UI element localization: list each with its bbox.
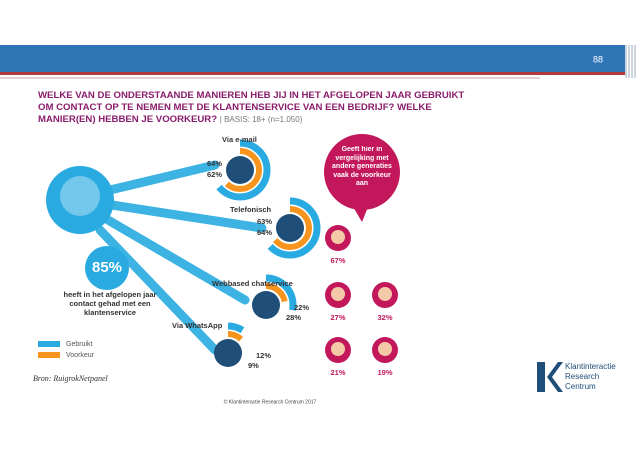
header-band <box>0 45 625 72</box>
title: WELKE VAN DE ONDERSTAANDE MANIEREN HEB J… <box>38 90 465 125</box>
percent-label: 64% <box>207 159 222 168</box>
bubble-box: Geeft hier in vergelijking met andere ge… <box>332 146 392 187</box>
donut-arc <box>235 274 297 336</box>
legend-label: Voorkeur <box>66 352 95 359</box>
generation-value: 67% <box>330 256 345 265</box>
headline-value: 85% <box>92 259 122 276</box>
generation-face <box>378 287 392 301</box>
question: WELKE VAN DE ONDERSTAANDE MANIEREN HEB J… <box>38 90 465 125</box>
percent-label: 63% <box>257 217 272 226</box>
legend: Gebruikt Voorkeur <box>38 341 95 359</box>
generation-face <box>378 342 392 356</box>
percent-label: 28% <box>286 313 301 322</box>
generation-face <box>331 287 345 301</box>
headline-box: heeft in het afgelopen jaar contact geha… <box>63 290 157 317</box>
channel-name: Webbased chatservice <box>212 279 293 288</box>
legend-swatch <box>38 352 60 358</box>
donut-arc <box>206 331 250 375</box>
footer: © Klantinteractie Research Centrum 2017 <box>224 398 317 405</box>
donut-arc <box>209 139 271 201</box>
face <box>60 176 100 216</box>
title-box: WELKE VAN DE ONDERSTAANDE MANIEREN HEB J… <box>38 90 465 125</box>
generation-face <box>331 342 345 356</box>
donut-center <box>252 291 280 319</box>
percent-label: 22% <box>294 303 309 312</box>
donut-center <box>214 339 242 367</box>
generation-value: 27% <box>330 313 345 322</box>
donut-arc <box>259 197 321 259</box>
donut-arc <box>218 148 262 192</box>
channel-name: Via e-mail <box>222 135 257 144</box>
page-number: 88 <box>593 54 603 64</box>
headline-text: heeft in het afgelopen jaar contact geha… <box>63 290 157 317</box>
donut-arc <box>268 206 312 250</box>
donut-center <box>226 156 254 184</box>
percent-label: 62% <box>207 170 222 179</box>
percent-label: 64% <box>257 228 272 237</box>
logo-mark <box>537 362 563 392</box>
generation-value: 32% <box>377 313 392 322</box>
channel-name: Via WhatsApp <box>172 321 223 330</box>
bubble-tail <box>352 205 368 222</box>
head-icon <box>46 166 114 234</box>
side-pattern <box>625 45 636 78</box>
generation-face <box>331 230 345 244</box>
donut-center <box>276 214 304 242</box>
headline-circle <box>85 246 129 290</box>
logo-text: Klantinteractie Research Centrum <box>565 362 616 391</box>
logo: Klantinteractie Research Centrum <box>537 362 616 392</box>
donut-arc <box>197 322 259 384</box>
channel-name: Telefonisch <box>230 205 272 214</box>
basis: BASIS: 18+ (n=1.050) <box>224 115 303 124</box>
legend-swatch <box>38 341 60 347</box>
generation-value: 19% <box>377 368 392 377</box>
generation-value: 21% <box>330 368 345 377</box>
legend-label: Gebruikt <box>66 341 93 348</box>
source: Bron: RuigrokNetpanel <box>33 374 109 383</box>
header-rule <box>0 72 625 75</box>
donut-arc <box>244 283 288 327</box>
logo-box: Klantinteractie Research Centrum <box>565 362 616 391</box>
percent-label: 9% <box>248 361 259 370</box>
bubble-text: Geeft hier in vergelijking met andere ge… <box>332 146 392 187</box>
percent-label: 12% <box>256 351 271 360</box>
bubble <box>324 134 400 210</box>
